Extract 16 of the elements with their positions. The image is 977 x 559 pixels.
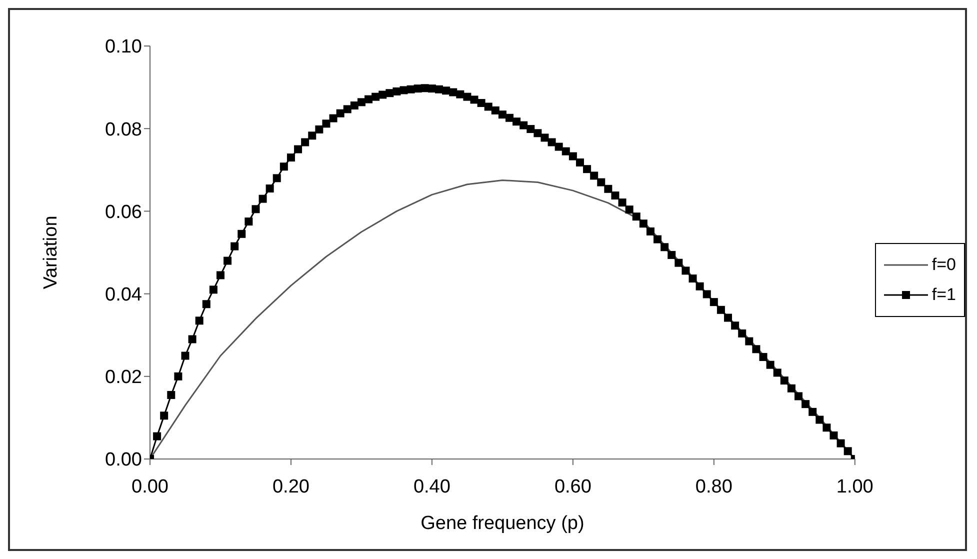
x-tick-label: 0.60 [554, 476, 592, 498]
x-axis-title: Gene frequency (p) [420, 513, 584, 534]
x-tick-label: 0.20 [272, 476, 310, 498]
x-tick-label: 0.00 [132, 476, 168, 498]
y-tick-label: 0.00 [105, 450, 142, 471]
y-tick-label: 0.04 [105, 284, 142, 306]
x-tick-label: 1.00 [836, 476, 874, 498]
y-tick-label: 0.06 [105, 202, 142, 223]
legend-label: f=1 [932, 284, 956, 304]
legend-label: f=0 [932, 254, 956, 274]
y-tick-label: 0.08 [105, 119, 142, 140]
y-tick-label: 0.10 [105, 36, 142, 58]
x-tick-label: 0.40 [413, 476, 450, 498]
y-tick-label: 0.02 [105, 367, 142, 388]
x-tick-label: 0.80 [695, 476, 732, 498]
y-axis-title: Variation [40, 216, 62, 290]
